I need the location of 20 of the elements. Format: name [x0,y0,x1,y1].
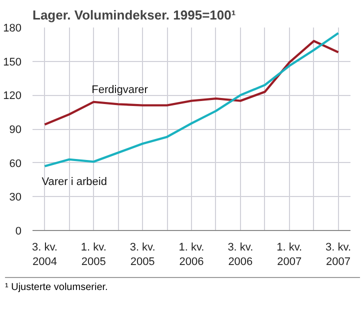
y-tick-label: 60 [9,158,22,170]
y-tick-label: 150 [3,56,22,68]
x-tick-label: 3. kv. 2004 [32,242,58,268]
y-tick-label: 90 [9,124,22,136]
x-tick-label: 1. kv. 2006 [178,242,204,268]
x-tick-label: 3. kv. 2005 [130,242,156,268]
x-tick-label: 3. kv. 2006 [228,242,254,268]
text: ¹ Ujusterte volumserier. [5,281,108,295]
x-tick-label: 3. kv. 2007 [326,242,352,268]
x-tick-label: 1. kv. 2007 [276,242,302,268]
line-series [44,32,340,168]
y-tick-label: 180 [3,22,22,34]
series-label: Ferdigvarer [92,84,148,96]
y-tick-label: 120 [3,90,22,102]
chart-title: Lager. Volumindekser. 1995=100¹ [32,8,236,22]
y-tick-label: 30 [9,192,22,204]
y-tick-label: 0 [15,226,22,238]
line-series [44,40,340,126]
x-tick-label: 1. kv. 2005 [80,242,106,268]
series-label: Varer i arbeid [42,176,107,188]
